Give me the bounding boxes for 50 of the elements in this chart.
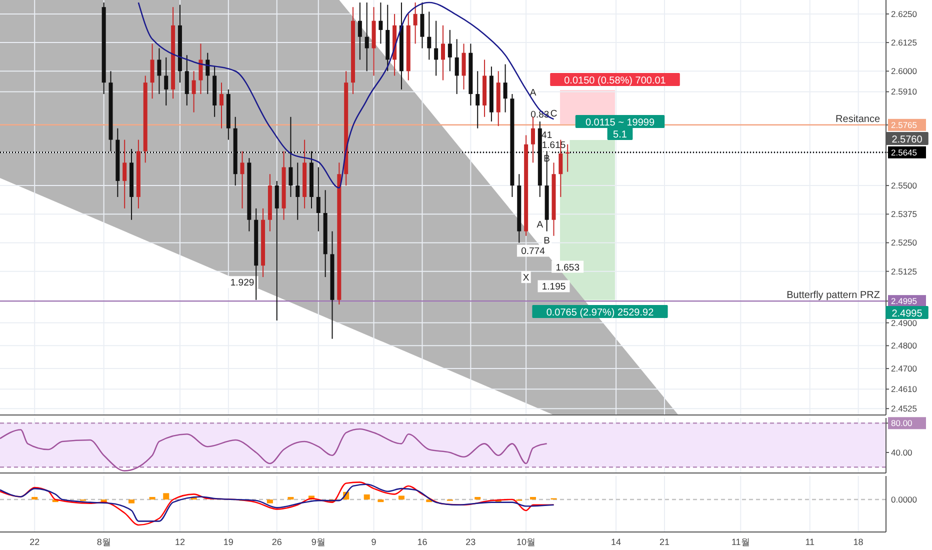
annotation: X (522, 272, 530, 284)
y-tick-label: 2.5250 (891, 238, 918, 248)
y-tick-label: 2.4610 (891, 384, 918, 394)
y-tick-label: 2.5765 (891, 120, 918, 130)
text: 2.5760 (892, 134, 923, 146)
annotation: 0.774 (521, 246, 545, 258)
annotation: 1.195 (542, 282, 566, 293)
x-tick-label: 12 (174, 537, 185, 547)
y-tick-label: 2.4700 (891, 364, 918, 374)
x-tick-label: 11 (805, 537, 815, 547)
annotation: 1.929 (230, 278, 254, 289)
annotation: B (544, 235, 550, 246)
x-tick-label: 18 (853, 537, 864, 547)
x-tick-label: 9월 (311, 537, 326, 547)
x-tick-label: 14 (611, 537, 622, 547)
annotation: 0.0150 (0.58%) 700.01 (564, 76, 666, 86)
annotation: A (536, 219, 544, 230)
annotation: 0.0115 ~ 19999 (585, 118, 655, 128)
y-tick-label: 80.00 (891, 418, 913, 428)
x-tick-label: 22 (30, 537, 40, 547)
x-tick-label: 19 (223, 537, 234, 547)
annotation: A (530, 87, 537, 98)
y-tick-label: 2.6125 (891, 38, 918, 48)
x-tick-label: 23 (466, 537, 476, 547)
x-tick-label: 11월 (731, 537, 750, 547)
annotation: 1.653 (556, 262, 580, 274)
y-tick-label: 2.5910 (891, 86, 918, 97)
x-tick-label: 16 (417, 537, 428, 547)
y-tick-label: 2.5375 (891, 209, 918, 220)
y-tick-label: 2.4900 (891, 318, 918, 328)
x-tick-label: 8월 (96, 537, 111, 547)
y-tick-label: 40.00 (891, 447, 913, 458)
y-tick-label: 2.4525 (891, 404, 918, 414)
annotation: 5.1 (613, 130, 628, 140)
y-tick-label: 2.5125 (891, 266, 918, 276)
y-tick-label: 2.6250 (891, 8, 918, 19)
y-tick-label: 2.4800 (891, 340, 918, 351)
y-tick-label: 2.5645 (891, 147, 918, 158)
ref-line-label: Butterfly pattern PRZ (786, 290, 880, 302)
x-tick-label: 26 (272, 537, 282, 547)
annotation: C (550, 108, 558, 120)
ref-line-label: Resitance (836, 114, 880, 125)
x-tick-label: 9 (371, 537, 376, 547)
y-tick-label: 2.4995 (891, 296, 918, 306)
annotation: 0.0765 (2.97%) 2529.92 (546, 308, 654, 318)
text: 0.0000 (891, 494, 918, 505)
x-tick-label: 21 (659, 537, 670, 547)
y-tick-label: 2.5500 (891, 180, 918, 191)
y-tick-label: 2.6000 (891, 66, 918, 76)
x-tick-label: 10월 (516, 537, 536, 547)
